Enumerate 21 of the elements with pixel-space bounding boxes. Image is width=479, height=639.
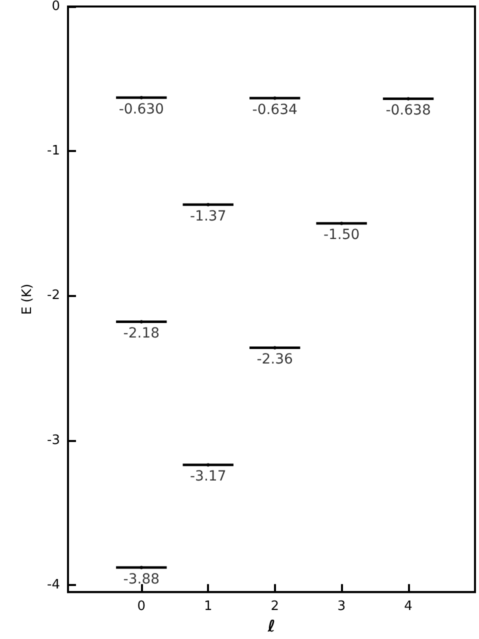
y-tick-label: -3 (47, 432, 60, 448)
data-label: -1.37 (190, 208, 226, 224)
x-tick-label: 0 (137, 599, 146, 614)
data-label: -0.638 (386, 102, 431, 118)
data-label: -1.50 (323, 227, 360, 244)
y-axis-title: E (K) (20, 284, 35, 315)
data-label: -0.634 (252, 102, 298, 118)
x-tick-label: 2 (270, 599, 279, 614)
x-tick-label: 3 (337, 599, 346, 614)
y-tick-label: -2 (47, 288, 60, 304)
x-tick-label: 1 (204, 599, 212, 614)
y-tick-label: -1 (47, 144, 60, 159)
data-label: -3.17 (190, 468, 226, 485)
data-label: -2.18 (123, 325, 160, 342)
data-label: -3.88 (123, 571, 160, 588)
y-tick-label: 0 (52, 0, 60, 14)
x-axis-title: ℓ (266, 616, 276, 636)
y-tick-label: -4 (47, 577, 60, 592)
data-label: -2.36 (256, 351, 294, 368)
data-label: -0.630 (118, 101, 164, 118)
x-tick-label: 4 (404, 599, 412, 614)
